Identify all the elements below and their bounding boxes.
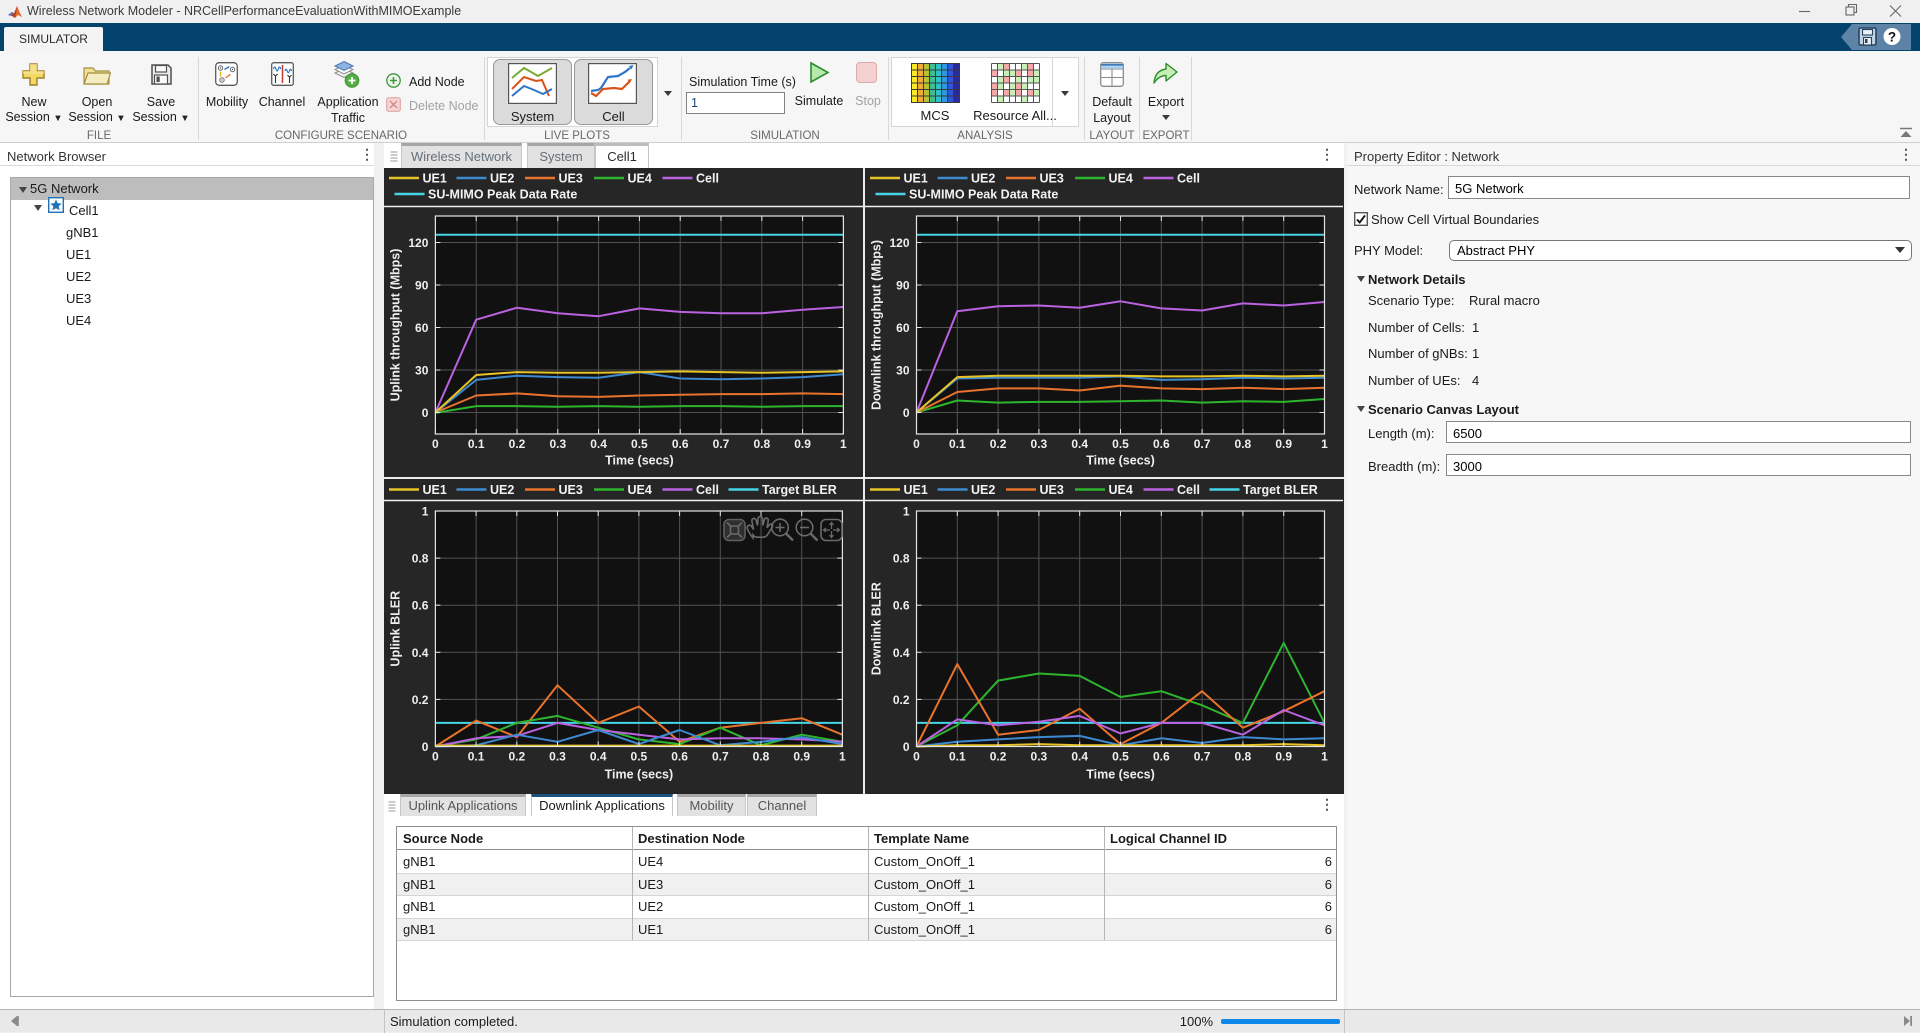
svg-text:0.9: 0.9 bbox=[1275, 437, 1292, 451]
svg-text:SU-MIMO Peak Data Rate: SU-MIMO Peak Data Rate bbox=[909, 188, 1058, 202]
svg-text:UE1: UE1 bbox=[904, 483, 928, 497]
svg-text:0.6: 0.6 bbox=[1153, 437, 1170, 451]
svg-text:Target BLER: Target BLER bbox=[1243, 483, 1318, 497]
svg-text:0.2: 0.2 bbox=[893, 693, 910, 707]
svg-text:0: 0 bbox=[432, 750, 439, 764]
svg-text:0.7: 0.7 bbox=[712, 750, 729, 764]
svg-text:0.7: 0.7 bbox=[1194, 750, 1211, 764]
svg-text:UE1: UE1 bbox=[904, 172, 928, 186]
svg-text:0.2: 0.2 bbox=[990, 750, 1007, 764]
svg-text:Cell: Cell bbox=[696, 172, 719, 186]
svg-text:Time (secs): Time (secs) bbox=[605, 768, 674, 782]
svg-text:0.1: 0.1 bbox=[949, 750, 966, 764]
svg-text:0.8: 0.8 bbox=[753, 437, 770, 451]
svg-text:0.5: 0.5 bbox=[631, 750, 648, 764]
svg-text:0.4: 0.4 bbox=[893, 646, 910, 660]
svg-text:Cell: Cell bbox=[696, 483, 719, 497]
svg-text:0.3: 0.3 bbox=[1031, 750, 1048, 764]
svg-text:0.2: 0.2 bbox=[412, 693, 429, 707]
svg-text:60: 60 bbox=[415, 321, 429, 335]
svg-text:0.9: 0.9 bbox=[793, 750, 810, 764]
svg-text:0: 0 bbox=[422, 406, 429, 420]
svg-text:0: 0 bbox=[903, 406, 910, 420]
svg-text:UE2: UE2 bbox=[490, 483, 514, 497]
svg-text:0.5: 0.5 bbox=[631, 437, 648, 451]
svg-text:0.6: 0.6 bbox=[412, 599, 429, 613]
svg-text:120: 120 bbox=[408, 236, 428, 250]
svg-text:UE3: UE3 bbox=[559, 172, 583, 186]
svg-text:0.7: 0.7 bbox=[713, 437, 730, 451]
svg-text:0: 0 bbox=[913, 437, 920, 451]
svg-text:0: 0 bbox=[913, 750, 920, 764]
svg-text:UE1: UE1 bbox=[423, 172, 447, 186]
svg-text:UE2: UE2 bbox=[971, 483, 995, 497]
svg-text:UE4: UE4 bbox=[1109, 172, 1133, 186]
svg-text:90: 90 bbox=[415, 279, 429, 293]
svg-text:0.9: 0.9 bbox=[1275, 750, 1292, 764]
svg-text:0.3: 0.3 bbox=[549, 437, 566, 451]
svg-text:0.2: 0.2 bbox=[508, 750, 525, 764]
svg-text:0.6: 0.6 bbox=[893, 599, 910, 613]
svg-text:0.4: 0.4 bbox=[412, 646, 429, 660]
svg-text:Downlink throughput (Mbps): Downlink throughput (Mbps) bbox=[870, 240, 884, 410]
svg-text:0.8: 0.8 bbox=[753, 750, 770, 764]
svg-text:UE4: UE4 bbox=[628, 483, 652, 497]
svg-text:1: 1 bbox=[1321, 437, 1328, 451]
svg-text:0.6: 0.6 bbox=[672, 437, 689, 451]
svg-text:Time (secs): Time (secs) bbox=[605, 454, 674, 468]
svg-text:0.8: 0.8 bbox=[1235, 437, 1252, 451]
svg-text:0.4: 0.4 bbox=[590, 437, 607, 451]
svg-text:?: ? bbox=[1888, 29, 1896, 44]
svg-text:1: 1 bbox=[422, 505, 429, 519]
svg-text:0.4: 0.4 bbox=[1071, 437, 1088, 451]
svg-text:0.3: 0.3 bbox=[1031, 437, 1048, 451]
svg-text:60: 60 bbox=[896, 321, 910, 335]
svg-text:0.1: 0.1 bbox=[949, 437, 966, 451]
svg-text:UE1: UE1 bbox=[423, 483, 447, 497]
svg-text:1: 1 bbox=[1321, 750, 1328, 764]
svg-text:1: 1 bbox=[840, 437, 847, 451]
svg-text:UE3: UE3 bbox=[1040, 172, 1064, 186]
svg-text:Target BLER: Target BLER bbox=[762, 483, 837, 497]
svg-text:UE3: UE3 bbox=[1040, 483, 1064, 497]
svg-text:Uplink BLER: Uplink BLER bbox=[388, 591, 402, 667]
svg-text:0.2: 0.2 bbox=[990, 437, 1007, 451]
svg-text:0.9: 0.9 bbox=[794, 437, 811, 451]
svg-text:0.8: 0.8 bbox=[412, 552, 429, 566]
svg-text:0.8: 0.8 bbox=[893, 552, 910, 566]
svg-text:0: 0 bbox=[903, 740, 910, 754]
svg-text:Downlink BLER: Downlink BLER bbox=[870, 582, 884, 675]
svg-text:0.1: 0.1 bbox=[468, 750, 485, 764]
svg-text:SU-MIMO Peak Data Rate: SU-MIMO Peak Data Rate bbox=[428, 188, 577, 202]
svg-text:0.2: 0.2 bbox=[509, 437, 526, 451]
svg-text:30: 30 bbox=[896, 364, 910, 378]
svg-text:0.4: 0.4 bbox=[590, 750, 607, 764]
svg-text:UE4: UE4 bbox=[1109, 483, 1133, 497]
svg-text:120: 120 bbox=[889, 236, 909, 250]
svg-text:0.5: 0.5 bbox=[1112, 437, 1129, 451]
svg-text:Cell: Cell bbox=[1177, 172, 1200, 186]
svg-text:1: 1 bbox=[903, 505, 910, 519]
svg-text:0: 0 bbox=[422, 740, 429, 754]
svg-text:UE2: UE2 bbox=[490, 172, 514, 186]
svg-text:0.8: 0.8 bbox=[1235, 750, 1252, 764]
svg-text:90: 90 bbox=[896, 279, 910, 293]
svg-text:UE3: UE3 bbox=[559, 483, 583, 497]
svg-text:UE4: UE4 bbox=[628, 172, 652, 186]
svg-text:0.6: 0.6 bbox=[1153, 750, 1170, 764]
svg-text:0.5: 0.5 bbox=[1112, 750, 1129, 764]
svg-text:0.6: 0.6 bbox=[671, 750, 688, 764]
svg-text:Uplink throughput (Mbps): Uplink throughput (Mbps) bbox=[388, 249, 402, 402]
svg-text:0.3: 0.3 bbox=[549, 750, 566, 764]
svg-text:Time (secs): Time (secs) bbox=[1086, 454, 1155, 468]
svg-text:Time (secs): Time (secs) bbox=[1086, 768, 1155, 782]
svg-text:0.7: 0.7 bbox=[1194, 437, 1211, 451]
svg-text:0.1: 0.1 bbox=[468, 437, 485, 451]
svg-text:UE2: UE2 bbox=[971, 172, 995, 186]
svg-text:0: 0 bbox=[432, 437, 439, 451]
svg-text:1: 1 bbox=[839, 750, 846, 764]
svg-text:Cell: Cell bbox=[1177, 483, 1200, 497]
svg-text:30: 30 bbox=[415, 364, 429, 378]
svg-text:0.4: 0.4 bbox=[1071, 750, 1088, 764]
